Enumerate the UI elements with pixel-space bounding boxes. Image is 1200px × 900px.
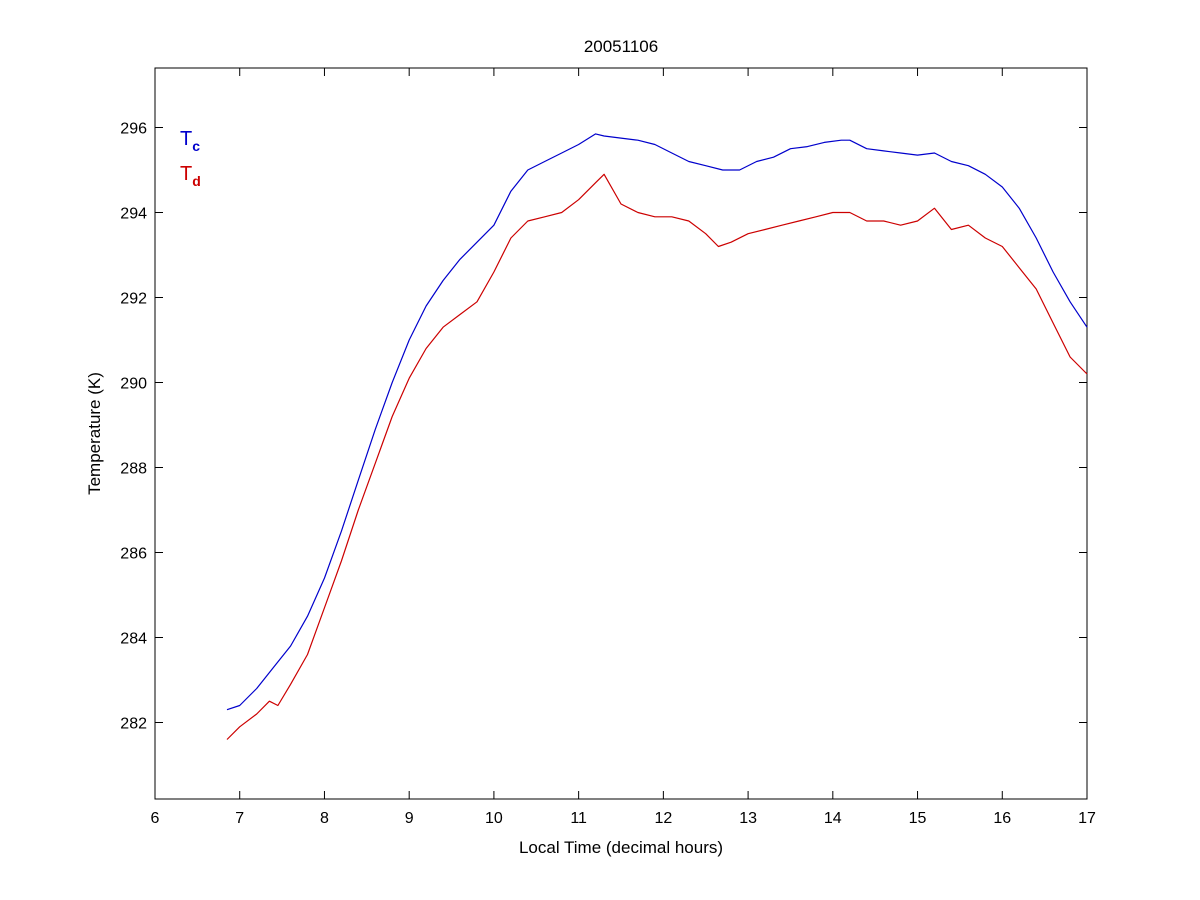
y-tick-label: 296: [120, 121, 147, 138]
chart-title: 20051106: [584, 37, 658, 56]
y-tick-label: 294: [120, 206, 147, 223]
y-tick-label: 292: [120, 291, 147, 308]
series-line-td: [226, 173, 1088, 740]
x-tick-label: 8: [320, 810, 329, 827]
x-tick-label: 7: [235, 810, 244, 827]
legend-entry-td-subscript: d: [192, 173, 201, 189]
x-tick-label: 6: [151, 810, 160, 827]
y-tick-label: 286: [120, 546, 147, 563]
x-axis: 6 7 8 9 10 11 12 13 14 15 16 17: [151, 68, 1096, 827]
x-tick-label: 14: [824, 810, 842, 827]
legend: Tc Td: [180, 128, 201, 189]
x-axis-label: Local Time (decimal hours): [519, 838, 723, 857]
y-axis: 282 284 286 288 290 292 294 296: [120, 121, 1087, 733]
y-tick-label: 282: [120, 716, 147, 733]
x-tick-label: 12: [654, 810, 672, 827]
legend-entry-tc: Tc: [180, 128, 200, 154]
x-tick-label: 13: [739, 810, 757, 827]
y-tick-label: 290: [120, 376, 147, 393]
x-tick-label: 17: [1078, 810, 1096, 827]
legend-entry-tc-subscript: c: [192, 138, 200, 154]
plot-area: [154, 67, 1088, 800]
series-line-tc: [226, 133, 1088, 711]
x-tick-label: 15: [909, 810, 927, 827]
x-tick-label: 11: [570, 810, 587, 827]
x-tick-label: 10: [485, 810, 503, 827]
legend-entry-td-symbol: T: [180, 163, 192, 185]
series-layer: [226, 133, 1088, 740]
legend-entry-tc-symbol: T: [180, 128, 192, 150]
y-axis-label: Temperature (K): [85, 372, 104, 495]
y-tick-label: 288: [120, 461, 147, 478]
x-tick-label: 9: [405, 810, 414, 827]
legend-entry-td: Td: [180, 163, 201, 189]
y-tick-label: 284: [120, 631, 147, 648]
x-tick-label: 16: [993, 810, 1011, 827]
